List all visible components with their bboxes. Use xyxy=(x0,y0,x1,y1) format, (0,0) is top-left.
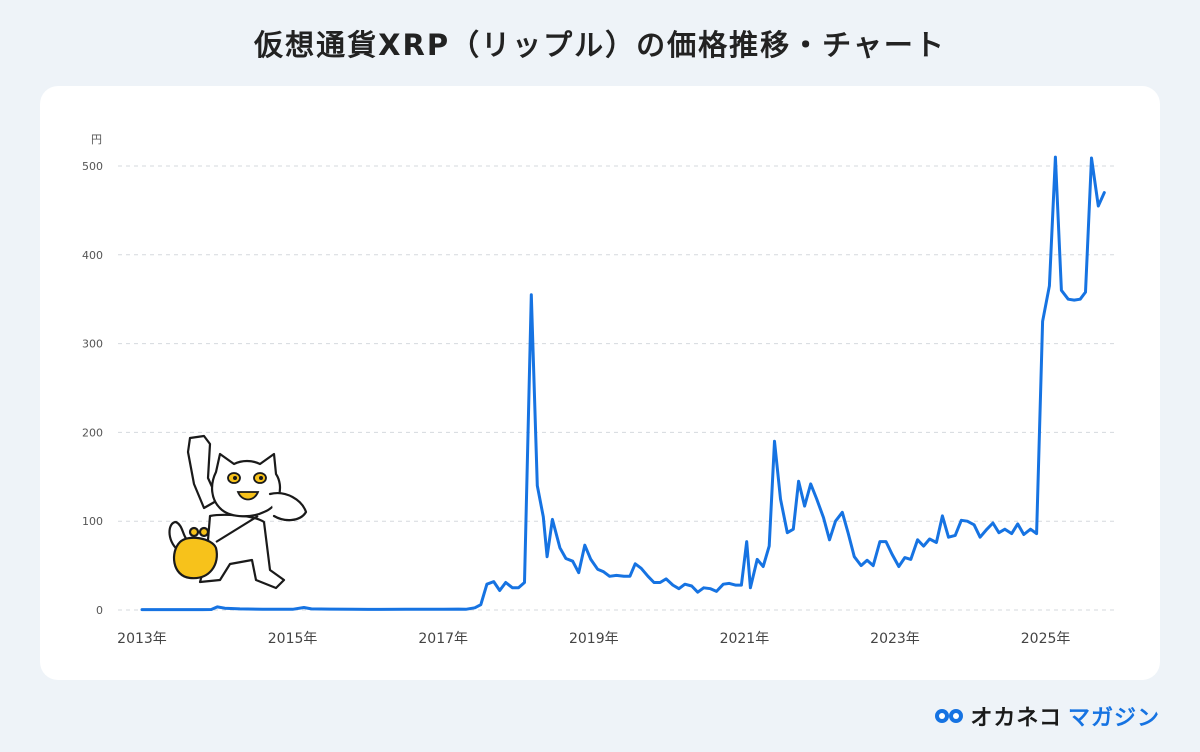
x-tick-label: 2025年 xyxy=(1021,631,1071,647)
chart-card: 0 100 200 300 400 500 2013年 2015年 2017年 2019年 202… xyxy=(40,86,1160,680)
x-axis-ticks: 2013年 2015年 2017年 2019年 2021年 2023年 2025年 xyxy=(117,631,1070,647)
x-tick-label: 2021年 xyxy=(720,631,770,647)
logo-text-okaneko: オカネコ xyxy=(970,706,1062,731)
y-tick-label: 100 xyxy=(82,515,103,528)
page-title: 仮想通貨XRP（リップル）の価格推移・チャート xyxy=(254,28,946,62)
cat-with-coin-purse-icon xyxy=(168,434,308,590)
x-tick-label: 2017年 xyxy=(418,631,468,647)
x-tick-label: 2023年 xyxy=(870,631,920,647)
logo-text-magazine: マガジン xyxy=(1067,706,1160,731)
series-line xyxy=(140,155,1106,612)
y-tick-label: 300 xyxy=(82,338,103,351)
x-tick-label: 2019年 xyxy=(569,631,619,647)
y-axis-ticks: 0 100 200 300 400 500 xyxy=(82,160,103,617)
y-axis-unit-label: 円 xyxy=(91,133,102,146)
x-tick-label: 2013年 xyxy=(117,631,167,647)
price-line-chart: 0 100 200 300 400 500 2013年 2015年 2017年 2019年 202… xyxy=(82,133,1115,647)
brand-logo[interactable]: オカネコ マガジン xyxy=(934,702,1160,731)
price-series xyxy=(140,155,1106,612)
y-tick-label: 0 xyxy=(96,604,103,617)
grid-lines xyxy=(118,165,1115,611)
y-tick-label: 500 xyxy=(82,160,103,173)
x-tick-label: 2015年 xyxy=(268,631,318,647)
glasses-logo-icon xyxy=(935,709,964,723)
y-tick-label: 400 xyxy=(82,249,103,262)
y-tick-label: 200 xyxy=(82,426,103,439)
